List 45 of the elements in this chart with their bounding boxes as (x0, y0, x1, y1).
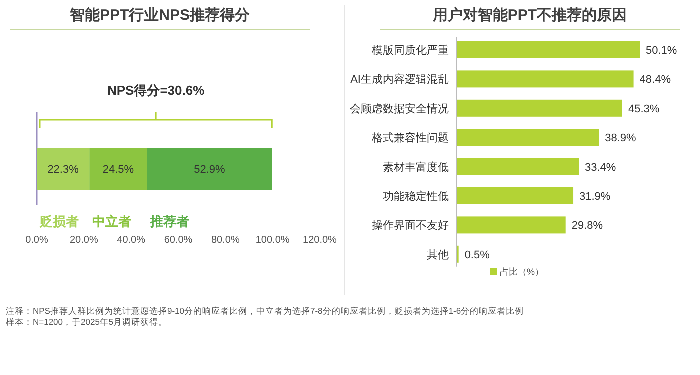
chart-title: 智能PPT行业NPS推荐得分 (68, 7, 252, 24)
data-label: 29.8% (572, 220, 604, 232)
data-label: 24.5% (102, 164, 134, 176)
data-label: 22.3% (48, 164, 80, 176)
bar (457, 188, 574, 204)
y-tick-label: 格式兼容性问题 (371, 132, 449, 145)
bar (147, 148, 272, 190)
x-tick-label: 40.0% (117, 235, 146, 246)
bar (457, 129, 600, 146)
bar (457, 100, 622, 117)
legend-label: 占比（%） (500, 267, 544, 277)
data-label: 45.3% (628, 103, 660, 116)
y-tick-label: 其他 (427, 248, 449, 262)
data-label: 52.9% (194, 164, 226, 176)
y-tick-label: 模版同质化严重 (372, 44, 449, 57)
x-tick-label: 60.0% (164, 235, 193, 246)
bar (90, 148, 148, 190)
series-label: 中立者 (92, 214, 132, 229)
text: NPS得分=30.6% (107, 83, 206, 98)
bar (37, 148, 90, 190)
y-tick-label: 会顾虑数据安全情况 (350, 102, 449, 116)
bar (457, 42, 640, 58)
x-tick-label: 120.0% (303, 235, 338, 246)
y-tick-label: 功能稳定性低 (383, 190, 449, 203)
chart-title: 用户对智能PPT不推荐的原因 (432, 6, 628, 24)
data-label: 0.5% (464, 249, 490, 262)
x-tick-label: 80.0% (211, 235, 240, 246)
series-label: 推荐者 (149, 214, 190, 229)
data-label: 33.4% (585, 162, 616, 174)
data-label: 38.9% (605, 132, 636, 145)
text: 样本：N=1200，于2025年5月调研获得。 (6, 317, 168, 327)
bar (457, 216, 566, 234)
data-label: 48.4% (640, 74, 672, 86)
y-tick-label: 操作界面不友好 (372, 220, 449, 232)
bar (457, 70, 634, 88)
x-tick-label: 0.0% (26, 235, 49, 246)
data-label: 50.1% (646, 45, 678, 57)
y-tick-label: 素材丰富度低 (383, 160, 449, 174)
y-tick-label: AI生成内容逻辑混乱 (350, 73, 449, 86)
bar (457, 158, 579, 176)
x-tick-label: 100.0% (256, 235, 290, 246)
text: 注释：NPS推荐人群比例为统计意愿选择9-10分的响应者比例，中立者为选择7-8分的响应者比例，贬损者为选择1-6分的响应者比例 (6, 306, 524, 316)
data-label: 31.9% (580, 191, 611, 203)
series-label: 贬损者 (39, 214, 79, 229)
x-tick-label: 20.0% (70, 235, 98, 246)
